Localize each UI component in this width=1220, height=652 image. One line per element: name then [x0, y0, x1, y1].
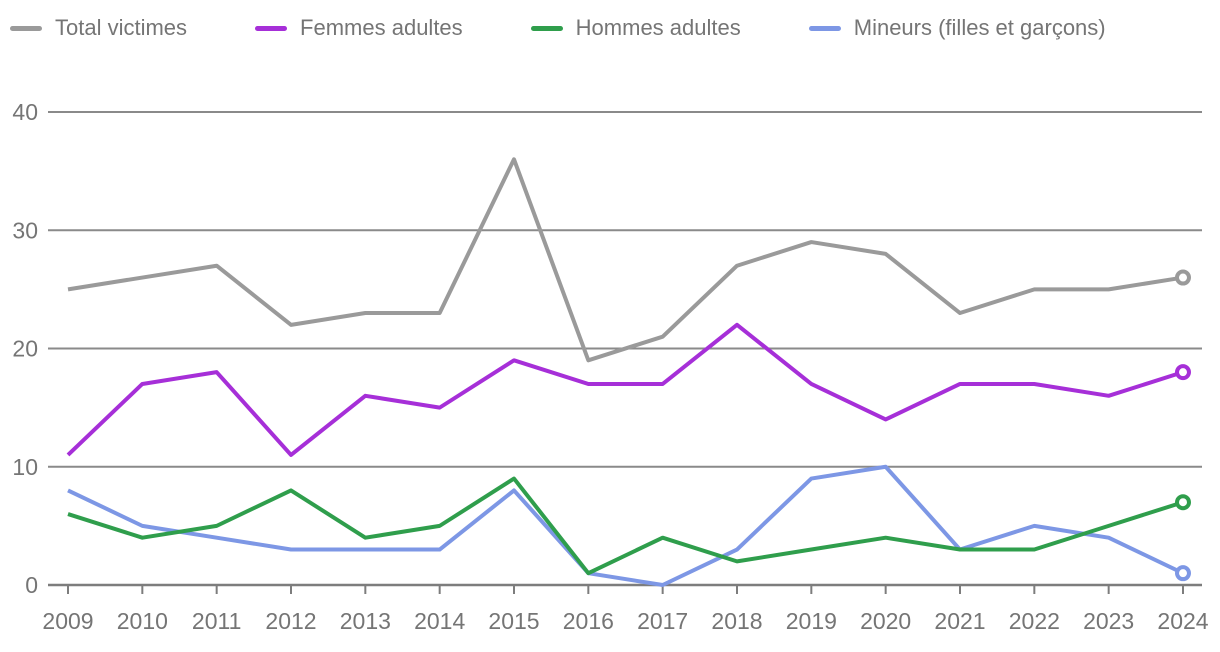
y-axis-tick-label: 10	[12, 454, 38, 480]
x-axis-tick-label: 2019	[786, 608, 837, 634]
y-axis-tick-label: 20	[12, 336, 38, 362]
series-line-hommes-adultes	[67, 476, 1184, 576]
legend-item-mineurs[interactable]: Mineurs (filles et garçons)	[808, 15, 1106, 41]
legend-item-femmes-adultes[interactable]: Femmes adultes	[255, 15, 463, 41]
x-axis-tick-label: 2024	[1157, 608, 1208, 634]
series-endpoint-marker-total-victimes	[1174, 269, 1191, 286]
x-axis-tick-label: 2014	[414, 608, 465, 634]
legend-swatch-femmes-adultes	[255, 25, 288, 31]
legend-swatch-hommes-adultes	[530, 25, 563, 31]
series-endpoint-marker-hommes-adultes	[1174, 494, 1191, 511]
x-axis-tick-label: 2012	[265, 608, 316, 634]
legend-swatch-mineurs	[808, 25, 841, 31]
chart-legend: Total victimes Femmes adultes Hommes adu…	[10, 15, 1106, 41]
legend-label-femmes-adultes: Femmes adultes	[300, 15, 463, 40]
series-line-total-victimes	[67, 157, 1184, 363]
series-line-femmes-adultes	[66, 322, 1184, 457]
x-axis-tick-label: 2016	[563, 608, 614, 634]
x-axis-tick-label: 2018	[711, 608, 762, 634]
series-endpoint-marker-mineurs-filles-et-gar-ons	[1174, 565, 1191, 582]
x-axis-tick-label: 2022	[1009, 608, 1060, 634]
x-axis-tick-label: 2015	[488, 608, 539, 634]
y-axis-tick-label: 0	[25, 572, 38, 598]
legend-label-hommes-adultes: Hommes adultes	[575, 15, 741, 40]
legend-item-total-victimes[interactable]: Total victimes	[10, 15, 187, 41]
x-axis-tick-label: 2009	[42, 608, 93, 634]
legend-swatch-total-victimes	[10, 25, 42, 31]
legend-label-mineurs: Mineurs (filles et garçons)	[853, 15, 1106, 40]
x-axis-tick-label: 2020	[860, 608, 911, 634]
y-axis-tick-label: 40	[12, 99, 38, 125]
x-axis-tick-label: 2011	[192, 608, 241, 634]
legend-label-total-victimes: Total victimes	[55, 15, 188, 40]
x-axis-tick-label: 2010	[117, 608, 168, 634]
x-axis-tick-label: 2017	[637, 608, 688, 634]
x-axis-tick-label: 2013	[340, 608, 391, 634]
legend-item-hommes-adultes[interactable]: Hommes adultes	[530, 15, 741, 41]
x-axis-tick-label: 2021	[934, 608, 985, 634]
series-endpoint-marker-femmes-adultes	[1174, 364, 1191, 381]
y-axis-tick-label: 30	[12, 217, 38, 243]
x-axis-tick-label: 2023	[1083, 608, 1134, 634]
series-line-mineurs-filles-et-gar-ons	[67, 464, 1184, 587]
